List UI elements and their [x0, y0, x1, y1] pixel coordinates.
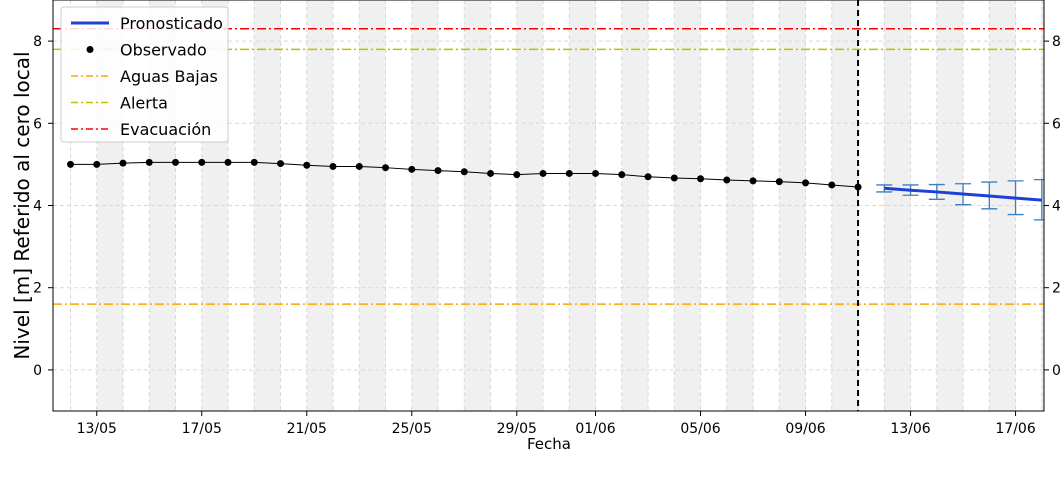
observed-point [592, 169, 600, 177]
x-tick-label: 17/06 [995, 421, 1035, 437]
y-tick-label: 2 [33, 281, 42, 297]
observed-point [802, 179, 810, 187]
observed-point [382, 164, 390, 172]
y-axis-ticks: 0 0 2 2 4 4 6 6 8 8 [33, 34, 1060, 379]
right-y-tick-label: 6 [1052, 116, 1060, 132]
observed-point [355, 162, 363, 170]
x-tick-label: 13/06 [890, 421, 930, 437]
forecast-line [884, 186, 1042, 202]
observed-point [198, 158, 206, 166]
observed-point [145, 158, 153, 166]
x-tick-label: 25/05 [392, 421, 432, 437]
observed-point [697, 175, 705, 183]
observed-point [408, 165, 416, 173]
observed-point [119, 159, 127, 167]
observed-point [93, 160, 101, 168]
observed-point [224, 158, 232, 166]
right-y-tick-label: 0 [1052, 363, 1060, 379]
observed-point [565, 169, 573, 177]
observed-point [329, 162, 337, 170]
right-y-tick-label: 4 [1052, 199, 1060, 215]
y-tick-label: 8 [33, 34, 42, 50]
observed-point [460, 168, 468, 176]
observed-point [775, 178, 783, 186]
legend-label: Evacuación [120, 120, 211, 139]
x-tick-label: 13/05 [77, 421, 117, 437]
forecast-series [876, 178, 1044, 221]
x-tick-label: 29/05 [497, 421, 537, 437]
legend-box [60, 6, 229, 143]
observed-point [749, 177, 757, 185]
grid-lines [53, 0, 1044, 411]
legend: Pronosticado Observado Aguas Bajas Alerta Ev… [60, 6, 229, 143]
x-axis-title: Fecha [527, 435, 571, 453]
x-tick-label: 17/05 [182, 421, 222, 437]
observed-point [854, 183, 862, 191]
legend-label: Observado [120, 41, 207, 60]
observed-point [670, 174, 678, 182]
observed-point [539, 169, 547, 177]
x-tick-label: 01/06 [575, 421, 615, 437]
legend-label: Alerta [120, 94, 168, 113]
x-axis-ticks: 13/05 17/05 21/05 25/05 29/05 01/06 05/06 09/06… [77, 411, 1036, 437]
observed-point [172, 158, 180, 166]
observed-point [250, 158, 258, 166]
x-tick-label: 21/05 [287, 421, 327, 437]
observed-point [644, 173, 652, 181]
legend-label: Pronosticado [120, 14, 223, 33]
right-y-tick-label: 2 [1052, 281, 1060, 297]
legend-marker [86, 46, 94, 53]
observed-point [618, 171, 626, 179]
observed-point [277, 160, 285, 168]
y-tick-label: 0 [33, 363, 42, 379]
observed-point [303, 161, 311, 169]
y-tick-label: 4 [33, 199, 42, 215]
y-tick-label: 6 [33, 116, 42, 132]
observed-series [67, 158, 862, 191]
observed-point [434, 167, 442, 175]
x-tick-label: 05/06 [680, 421, 720, 437]
x-tick-label: 09/06 [785, 421, 825, 437]
observed-point [67, 160, 75, 168]
observed-point [828, 181, 836, 189]
observed-point [723, 176, 731, 184]
observed-point [513, 171, 521, 179]
observed-point [487, 169, 495, 177]
legend-label: Aguas Bajas [120, 67, 218, 86]
right-y-tick-label: 8 [1052, 34, 1060, 50]
y-axis-title: Nivel [m] Referido al cero local [10, 51, 34, 359]
